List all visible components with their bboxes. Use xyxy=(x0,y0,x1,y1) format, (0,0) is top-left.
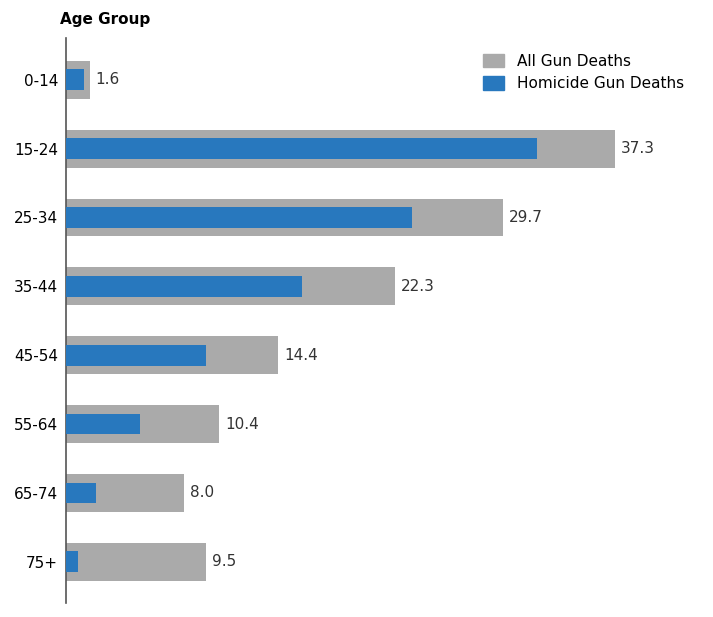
Bar xyxy=(66,345,206,365)
Text: 9.5: 9.5 xyxy=(212,554,236,569)
Bar xyxy=(66,552,78,572)
Text: Age Group: Age Group xyxy=(60,12,150,27)
Legend: All Gun Deaths, Homicide Gun Deaths: All Gun Deaths, Homicide Gun Deaths xyxy=(476,46,692,99)
Bar xyxy=(66,336,278,374)
Bar xyxy=(66,276,302,297)
Bar xyxy=(66,60,90,99)
Bar xyxy=(66,405,220,443)
Bar xyxy=(66,130,615,168)
Bar xyxy=(66,138,537,159)
Bar xyxy=(66,414,140,434)
Bar xyxy=(66,482,96,503)
Text: 1.6: 1.6 xyxy=(96,72,120,87)
Text: 14.4: 14.4 xyxy=(284,348,318,363)
Bar xyxy=(66,69,84,90)
Text: 37.3: 37.3 xyxy=(621,141,655,156)
Text: 10.4: 10.4 xyxy=(225,416,259,431)
Bar xyxy=(66,207,412,228)
Bar xyxy=(66,543,206,581)
Bar xyxy=(66,474,184,512)
Text: 8.0: 8.0 xyxy=(190,486,214,500)
Text: 29.7: 29.7 xyxy=(509,210,543,225)
Bar xyxy=(66,199,503,236)
Text: 22.3: 22.3 xyxy=(401,279,434,294)
Bar xyxy=(66,267,394,305)
